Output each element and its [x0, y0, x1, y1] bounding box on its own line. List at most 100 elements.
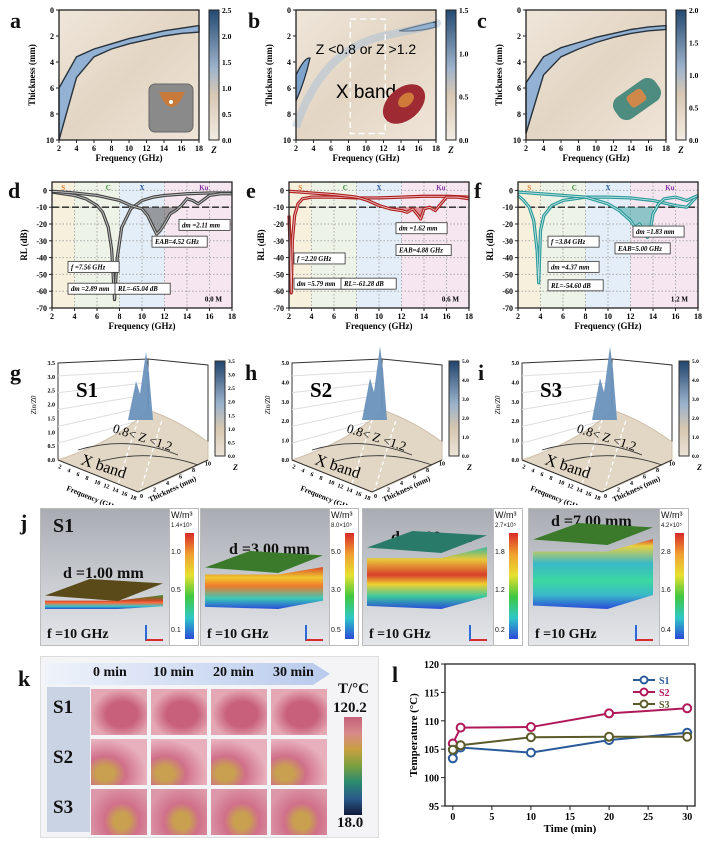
data-point-s1 [447, 753, 458, 764]
x-tick-label: 18 [593, 495, 601, 503]
concentration-label: 1.2 M [671, 295, 689, 303]
colorbar-tick-label: 0.5 [331, 627, 341, 634]
y-tick-label: -50 [273, 270, 284, 279]
frequency-label: f =10 GHz [207, 627, 269, 642]
annotation-box [547, 279, 604, 292]
concentration-label: 0.0 M [205, 295, 223, 303]
colorbar-tick-label: 0.4 [661, 627, 671, 634]
x-tick-label: 30 [682, 812, 692, 823]
simulation-block-panel: d =7.00 mm f =10 GHz [528, 508, 660, 646]
x-tick-label: 6 [75, 472, 80, 479]
legend-label: S3 [659, 700, 670, 711]
x-tick-label: 2 [521, 464, 526, 471]
data-point-s2 [525, 722, 536, 733]
absorber-block [367, 547, 487, 609]
y-tick-label: -10 [36, 203, 47, 212]
x-tick-label: 18 [662, 144, 670, 153]
colorbar-title: Z [677, 145, 684, 155]
thermal-image [91, 739, 147, 785]
thermal-image [271, 789, 327, 835]
z-tick-label: 1.0 [282, 439, 290, 445]
colorbar-tick-label: 0.2 [495, 627, 505, 634]
annotation-box [114, 282, 171, 295]
colorbar-tick-label: 0.0 [692, 454, 699, 460]
thermal-image [91, 789, 147, 835]
colorbar-tick-label: 1.5 [222, 58, 232, 67]
colorbar-tick-label: 2.0 [692, 416, 699, 422]
y-axis-title: Temperature (°C) [408, 693, 420, 777]
legend-marker [639, 687, 649, 697]
x-tick-label: 10 [526, 812, 536, 823]
x-tick-label: 2 [50, 312, 54, 321]
band-label: C [572, 184, 577, 192]
y-tick-label: -70 [273, 304, 284, 313]
colorbar-tick-label: 0.5 [222, 110, 232, 119]
colorbar-min: 18.0 [337, 815, 364, 831]
legend-marker [639, 699, 649, 709]
x-tick-label: 10 [93, 479, 101, 487]
x-tick-label: 6 [539, 472, 544, 479]
y-tick-label: 2 [153, 488, 156, 494]
x-band-boundary [579, 419, 603, 491]
panel-label-c: c [477, 8, 487, 33]
annotation-box [151, 235, 208, 248]
band-label: S [298, 184, 302, 192]
x-tick-label: 10 [604, 312, 612, 321]
x-tick-label: 0 [450, 812, 455, 823]
annotation-text: dm =4.37 mm [551, 264, 589, 271]
x-band-box [349, 18, 386, 135]
colorbar-unit: W/m³ [331, 510, 353, 520]
band-label: S [527, 184, 531, 192]
x-band-boundary [115, 419, 139, 491]
colorbar-title: Z [466, 463, 472, 472]
y-tick-label: 2 [287, 32, 291, 41]
z-tick-label: 2.0 [48, 403, 56, 409]
x-tick-label: 10 [557, 479, 565, 487]
y-tick-label: -30 [36, 237, 47, 246]
y-tick-label: 0 [517, 6, 521, 15]
frequency-label: f =10 GHz [369, 627, 431, 642]
x-tick-label: 16 [120, 491, 128, 499]
y-tick-label: 120 [424, 660, 439, 671]
x-tick-label: 8 [347, 144, 351, 153]
x-tick-label: 6 [309, 472, 314, 479]
contour-line [541, 443, 643, 456]
temperature-chart-l: 0 5 10 15 20 25 30 95 100 105 110 115 120 Time (min) T… [408, 660, 696, 835]
x-tick-label: 2 [287, 312, 291, 321]
x-tick-label: 18 [694, 312, 702, 321]
thermal-image [151, 789, 207, 835]
y-tick-label: 6 [179, 475, 182, 481]
colorbar-gradient [675, 533, 684, 639]
x-tick-label: 4 [300, 468, 305, 475]
x-tick-label: 2 [516, 312, 520, 321]
x-tick-label: 12 [627, 312, 635, 321]
y-tick-label: 0 [280, 186, 284, 195]
data-point-s3 [525, 732, 536, 743]
x-tick-label: 8 [577, 144, 581, 153]
coordinate-axes-icon [469, 625, 487, 641]
y-tick-label: 0 [604, 494, 607, 500]
y-tick-label: 4 [400, 481, 403, 487]
x-band-boundary [373, 419, 397, 493]
y-tick-label: 8 [287, 110, 291, 119]
thermal-image [151, 689, 207, 735]
x-tick-label: 4 [310, 312, 314, 321]
x-tick-label: 14 [420, 312, 428, 321]
panel-label-b: b [248, 8, 261, 33]
surface-chart-g: 0.8< Z <1.2X bandS10.00.51.01.52.02.53.0… [30, 352, 238, 505]
y-tick-label: 0 [50, 6, 54, 15]
colorbar-tick-label: 2.0 [228, 400, 235, 406]
y-tick-label: -40 [502, 254, 513, 263]
colorbar-tick-label: 0.0 [462, 454, 469, 460]
thickness-label: d =1.00 mm [63, 565, 144, 582]
y-tick-label: 10 [46, 136, 54, 145]
y-tick-label: 2 [387, 488, 390, 494]
grid-line [291, 382, 383, 394]
y-tick-label: -30 [502, 237, 513, 246]
y-tick-label: 100 [424, 774, 439, 785]
sample-label: S3 [540, 378, 562, 402]
temperature-colorbar [344, 717, 362, 815]
annotation-box [395, 244, 452, 256]
annotation-text: EAB=4.52 GHz [154, 239, 199, 246]
colorbar-tick-label: 3.0 [462, 397, 469, 403]
